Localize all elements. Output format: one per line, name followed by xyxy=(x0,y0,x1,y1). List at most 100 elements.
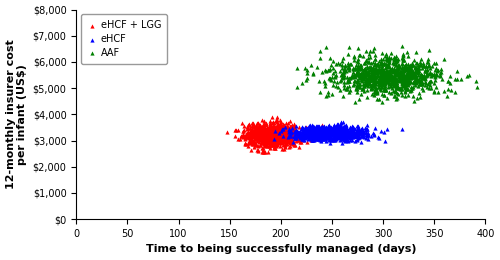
eHCF xyxy=(319,135,327,139)
AAF xyxy=(442,94,450,98)
AAF xyxy=(322,81,330,85)
AAF xyxy=(452,77,460,81)
eHCF + LGG xyxy=(246,131,254,135)
eHCF + LGG xyxy=(287,129,295,133)
eHCF xyxy=(370,131,378,135)
AAF xyxy=(366,65,374,69)
AAF xyxy=(365,82,373,86)
AAF xyxy=(404,77,412,82)
eHCF + LGG xyxy=(264,136,272,140)
AAF xyxy=(370,57,378,61)
AAF xyxy=(378,75,386,79)
AAF xyxy=(402,62,410,67)
eHCF + LGG xyxy=(240,133,248,137)
eHCF xyxy=(310,128,318,132)
eHCF xyxy=(298,131,306,135)
AAF xyxy=(386,84,394,88)
eHCF + LGG xyxy=(270,142,278,146)
eHCF xyxy=(322,134,330,138)
eHCF xyxy=(310,134,318,138)
AAF xyxy=(408,63,416,67)
AAF xyxy=(412,78,420,82)
eHCF + LGG xyxy=(267,126,275,131)
eHCF + LGG xyxy=(256,126,264,131)
AAF xyxy=(364,60,372,64)
AAF xyxy=(394,92,402,96)
AAF xyxy=(473,84,481,89)
eHCF + LGG xyxy=(260,150,268,154)
AAF xyxy=(369,60,377,64)
AAF xyxy=(371,84,379,89)
AAF xyxy=(382,74,390,79)
eHCF xyxy=(332,134,340,138)
eHCF xyxy=(334,131,342,135)
eHCF + LGG xyxy=(260,128,268,132)
AAF xyxy=(368,69,376,74)
AAF xyxy=(345,45,353,49)
eHCF xyxy=(314,132,322,136)
eHCF + LGG xyxy=(248,148,256,152)
AAF xyxy=(389,79,397,83)
eHCF xyxy=(307,130,315,134)
AAF xyxy=(424,60,432,64)
eHCF + LGG xyxy=(248,129,256,133)
AAF xyxy=(396,77,404,81)
eHCF xyxy=(336,128,344,132)
eHCF xyxy=(301,136,309,140)
AAF xyxy=(380,73,388,77)
eHCF + LGG xyxy=(274,130,282,134)
AAF xyxy=(432,72,440,76)
AAF xyxy=(312,65,320,69)
eHCF + LGG xyxy=(244,126,252,130)
eHCF xyxy=(324,136,332,140)
eHCF xyxy=(346,126,354,130)
eHCF xyxy=(332,134,340,138)
AAF xyxy=(375,81,383,85)
eHCF + LGG xyxy=(285,134,293,138)
eHCF + LGG xyxy=(278,124,286,128)
AAF xyxy=(366,55,374,59)
eHCF xyxy=(309,127,317,131)
AAF xyxy=(398,58,406,62)
eHCF xyxy=(332,129,340,133)
AAF xyxy=(376,78,384,82)
AAF xyxy=(418,80,426,84)
eHCF + LGG xyxy=(255,124,263,128)
AAF xyxy=(300,66,308,70)
AAF xyxy=(358,75,366,79)
eHCF + LGG xyxy=(240,129,248,133)
AAF xyxy=(356,72,364,76)
eHCF xyxy=(326,132,334,136)
eHCF xyxy=(338,127,346,131)
eHCF + LGG xyxy=(264,125,272,129)
eHCF xyxy=(280,134,287,138)
eHCF xyxy=(336,134,344,138)
eHCF xyxy=(343,137,351,141)
eHCF + LGG xyxy=(254,121,262,126)
AAF xyxy=(404,73,411,77)
eHCF + LGG xyxy=(260,131,268,135)
eHCF xyxy=(343,135,351,139)
eHCF + LGG xyxy=(264,131,272,135)
AAF xyxy=(409,85,417,89)
eHCF xyxy=(350,126,358,130)
AAF xyxy=(406,70,413,75)
eHCF + LGG xyxy=(248,140,256,144)
eHCF + LGG xyxy=(261,138,269,142)
AAF xyxy=(388,79,396,83)
eHCF + LGG xyxy=(286,119,294,123)
eHCF + LGG xyxy=(282,131,290,135)
AAF xyxy=(420,80,428,84)
eHCF xyxy=(366,134,374,138)
AAF xyxy=(343,87,351,92)
eHCF + LGG xyxy=(284,136,292,140)
AAF xyxy=(426,70,434,75)
eHCF + LGG xyxy=(280,136,288,140)
AAF xyxy=(354,71,362,75)
eHCF + LGG xyxy=(277,127,285,131)
eHCF + LGG xyxy=(274,134,281,139)
AAF xyxy=(370,67,378,71)
eHCF xyxy=(328,137,336,141)
AAF xyxy=(404,78,411,82)
AAF xyxy=(384,69,392,74)
